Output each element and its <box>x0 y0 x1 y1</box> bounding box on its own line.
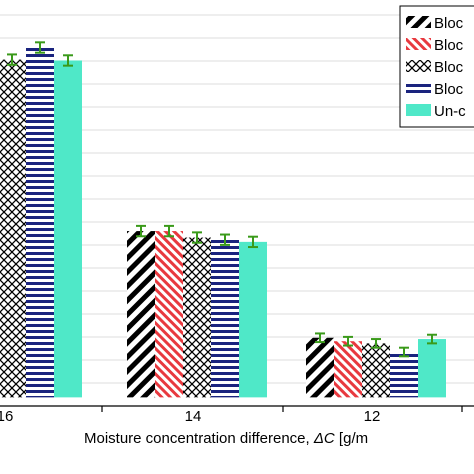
legend-swatch-1 <box>406 16 431 28</box>
bar-14-series-3 <box>183 237 211 398</box>
x-axis-title-symbol: ΔC <box>313 430 335 447</box>
bar-16-series-5 <box>54 60 82 398</box>
x-tick-label-12: 12 <box>364 408 381 425</box>
legend-label-2: Bloc <box>434 37 464 54</box>
legend-swatch-3 <box>406 60 431 72</box>
bars <box>0 47 446 398</box>
error-bar-12-series-1 <box>315 332 325 344</box>
bar-14-series-2 <box>155 231 183 398</box>
bar-14-series-5 <box>239 241 267 398</box>
legend-label-4: Bloc <box>434 81 464 98</box>
bar-12-series-3 <box>362 343 390 398</box>
error-bar-12-series-5 <box>427 333 437 345</box>
x-axis-title-suffix: [g/m <box>335 430 368 447</box>
error-bar-14-series-3 <box>192 231 202 244</box>
error-bar-16-series-5 <box>63 54 73 67</box>
error-bar-14-series-4 <box>220 233 230 246</box>
error-bar-16-series-3 <box>7 53 17 66</box>
bar-14-series-1 <box>127 231 155 398</box>
x-axis-title-prefix: Moisture concentration difference, <box>84 430 314 447</box>
error-bar-12-series-2 <box>343 335 353 347</box>
legend-label-5: Un-c <box>434 103 466 120</box>
error-bar-16-series-4 <box>35 41 45 54</box>
bar-12-series-1 <box>306 337 334 398</box>
error-bar-14-series-2 <box>164 224 174 238</box>
legend-label-3: Bloc <box>434 59 464 76</box>
bar-16-series-4 <box>26 47 54 398</box>
error-bar-14-series-5 <box>248 235 258 249</box>
error-bar-12-series-4 <box>399 346 409 358</box>
x-axis-title: Moisture concentration difference, ΔC [g… <box>84 430 368 447</box>
legend-swatch-5 <box>406 104 431 116</box>
legend: Bloc Bloc Bloc Bloc Un-c <box>399 5 474 128</box>
bar-14-series-4 <box>211 239 239 398</box>
legend-swatch-4 <box>406 82 431 94</box>
error-bar-12-series-3 <box>371 338 381 349</box>
error-bars <box>7 41 437 358</box>
bar-12-series-4 <box>390 352 418 398</box>
bar-12-series-2 <box>334 341 362 398</box>
bar-12-series-5 <box>418 339 446 398</box>
error-bar-14-series-1 <box>136 224 146 238</box>
legend-label-1: Bloc <box>434 15 464 32</box>
legend-swatch-2 <box>406 38 431 50</box>
x-tick-label-14: 14 <box>185 408 202 425</box>
x-axis-ticks <box>101 406 463 412</box>
x-tick-label-16: 16 <box>0 408 13 425</box>
bar-16-series-3 <box>0 59 26 398</box>
